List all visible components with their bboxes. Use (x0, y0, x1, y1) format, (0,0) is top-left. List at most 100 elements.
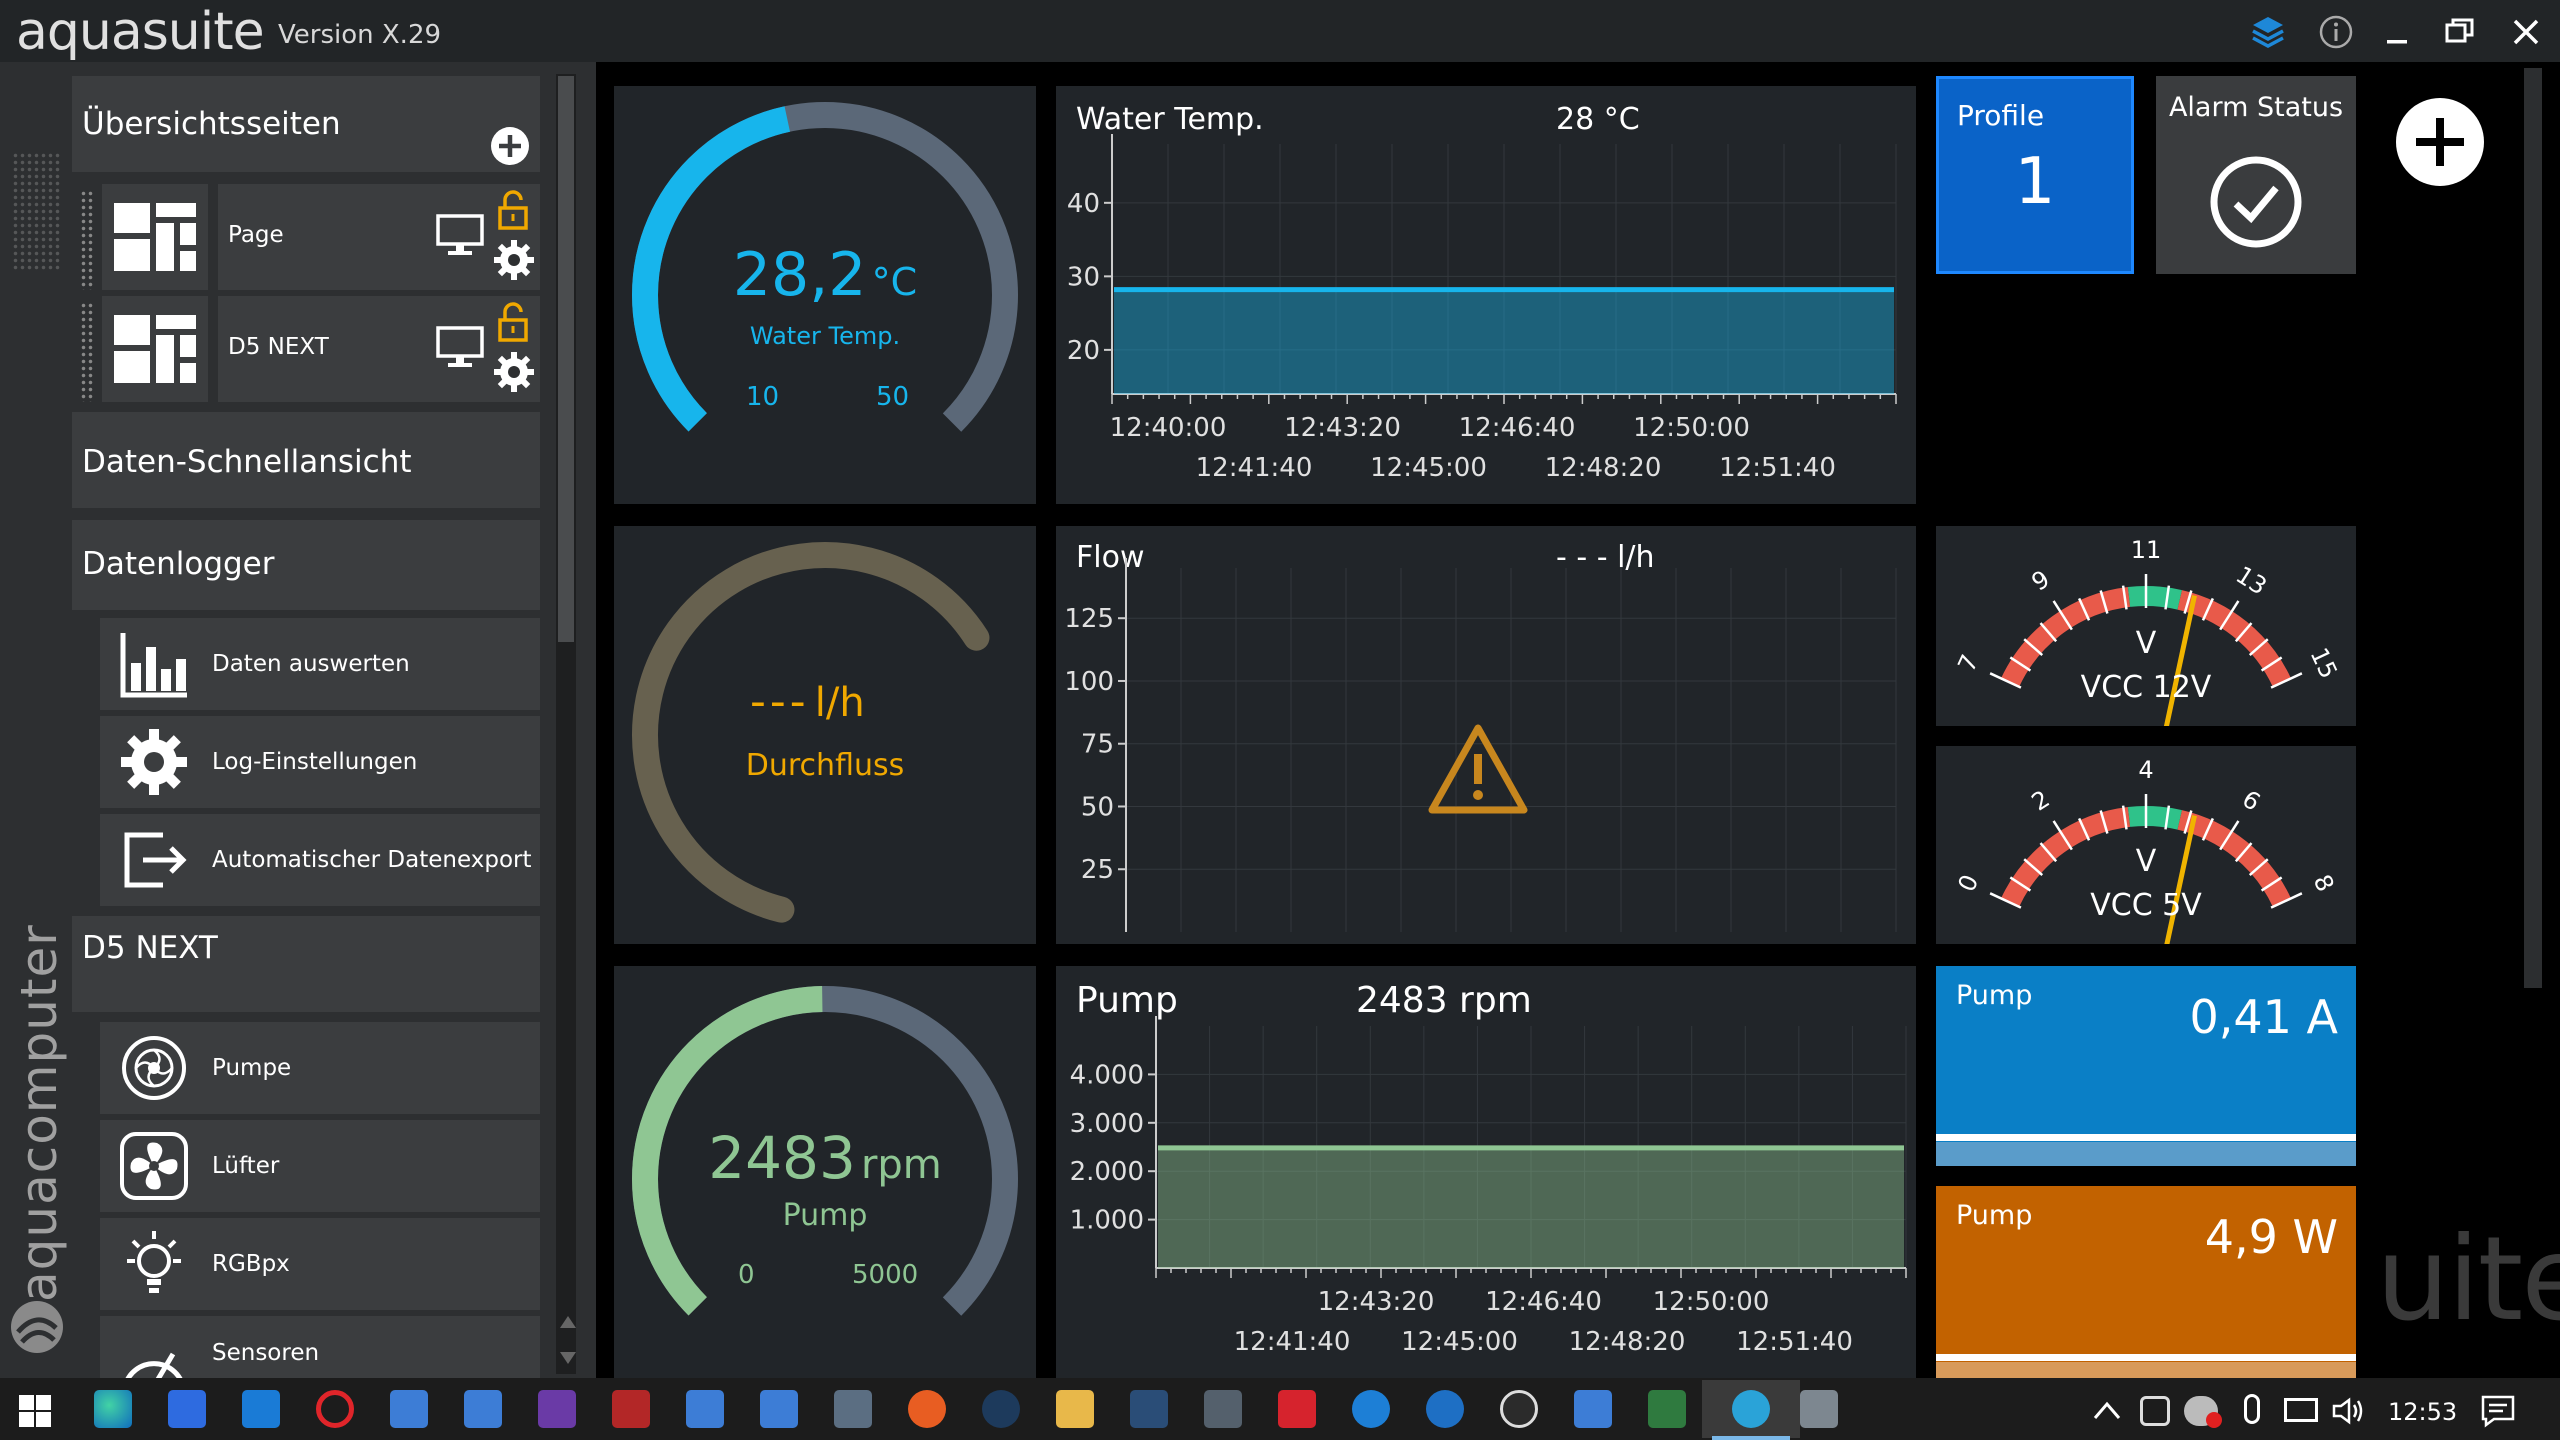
edge-icon[interactable] (94, 1390, 132, 1428)
vcc12-meter-panel[interactable]: 7 9 11 13 15 V VCC 12V (1936, 526, 2356, 726)
tile-bar (1936, 1354, 2356, 1361)
info-icon[interactable] (2316, 12, 2356, 52)
network-icon[interactable] (2284, 1398, 2318, 1422)
page-layout-icon[interactable] (102, 296, 208, 402)
add-widget-button[interactable] (2394, 96, 2486, 188)
sidebar-item-log-settings[interactable]: Log-Einstellungen (200, 716, 540, 808)
y-tick-label: 1.000 (1070, 1206, 1144, 1236)
app-circle-icon[interactable] (1500, 1390, 1538, 1428)
meter-tick (2052, 820, 2073, 851)
drag-handle[interactable] (80, 190, 94, 290)
microphone-icon[interactable] (2244, 1394, 2260, 1424)
layers-icon[interactable] (2248, 12, 2288, 52)
sensor-icon[interactable] (100, 1316, 208, 1378)
minimize-icon[interactable] (2378, 12, 2418, 52)
flow-chart-panel[interactable]: Flow - - - l/h 125 100 75 50 25 (1056, 526, 1916, 944)
monitor-icon[interactable] (436, 324, 484, 370)
sidebar-item-auto-export[interactable]: Automatischer Datenexport (200, 814, 540, 906)
gear-icon[interactable] (100, 716, 208, 808)
bar-chart-icon[interactable] (100, 618, 208, 710)
volume-icon[interactable] (2330, 1396, 2366, 1426)
alarm-status-tile[interactable]: Alarm Status (2156, 76, 2356, 274)
y-tick-label: 100 (1064, 667, 1114, 697)
store-icon[interactable] (168, 1390, 206, 1428)
gear-icon[interactable] (492, 238, 536, 282)
opera-icon[interactable] (316, 1390, 354, 1428)
app-swirl-icon[interactable] (1426, 1390, 1464, 1428)
sidebar-scrollbar-thumb[interactable] (558, 76, 574, 642)
main-scrollbar[interactable] (2524, 68, 2542, 988)
y-tick-label: 25 (1081, 855, 1114, 885)
meter-zone-ok (2127, 586, 2182, 610)
page-item-page[interactable]: Page (218, 184, 540, 290)
sidebar-item-sensors[interactable]: Sensoren (200, 1316, 540, 1378)
clock[interactable]: 12:53 (2388, 1398, 2458, 1426)
app-window-icon[interactable] (390, 1390, 428, 1428)
gear-icon[interactable] (492, 350, 536, 394)
app-blue-icon[interactable] (1352, 1390, 1390, 1428)
tray-app-icon[interactable] (2140, 1396, 2170, 1426)
restore-icon[interactable] (2440, 12, 2480, 52)
sidebar-item-evaluate-data[interactable]: Daten auswerten (200, 618, 540, 710)
pump-current-tile[interactable]: Pump 0,41 A (1936, 966, 2356, 1166)
app-gray-icon[interactable] (1800, 1390, 1838, 1428)
app-window-icon[interactable] (1574, 1390, 1612, 1428)
meter-tick (2183, 810, 2193, 834)
monitor-icon[interactable] (436, 212, 484, 258)
export-icon[interactable] (100, 814, 208, 906)
pump-gauge-panel[interactable]: 2483 rpm Pump 0 5000 (614, 966, 1036, 1378)
water-temp-gauge-panel[interactable]: 28,2 °C Water Temp. 10 50 (614, 86, 1036, 504)
origin-icon[interactable] (908, 1390, 946, 1428)
windows-start-icon[interactable] (18, 1394, 52, 1428)
folder-icon[interactable] (1056, 1390, 1094, 1428)
gauge-value: 28,2 (732, 240, 867, 310)
chevron-up-icon[interactable] (2092, 1398, 2122, 1424)
sidebar-item-fans[interactable]: Lüfter (200, 1120, 540, 1212)
y-tick-label: 20 (1067, 336, 1100, 366)
pump-icon[interactable] (100, 1022, 208, 1114)
bulb-icon[interactable] (100, 1218, 208, 1310)
app-grid-icon[interactable] (1130, 1390, 1168, 1428)
app-tool-icon[interactable] (1204, 1390, 1242, 1428)
close-icon[interactable] (2506, 12, 2546, 52)
aquasuite-icon[interactable] (1732, 1390, 1770, 1428)
drag-handle[interactable] (80, 302, 94, 402)
app-window-icon[interactable] (464, 1390, 502, 1428)
unlock-icon[interactable] (496, 302, 530, 342)
app-cpu-icon[interactable] (538, 1390, 576, 1428)
app-window-icon[interactable] (760, 1390, 798, 1428)
pump-power-tile[interactable]: Pump 4,9 W (1936, 1186, 2356, 1378)
series-area (1114, 289, 1894, 394)
x-tick-label: 12:43:20 (1318, 1287, 1435, 1317)
section-device-d5next[interactable]: D5 NEXT (72, 916, 540, 1012)
profile-tile[interactable]: Profile 1 (1936, 76, 2134, 274)
x-tick-label: 12:48:20 (1545, 453, 1662, 483)
page-layout-icon[interactable] (102, 184, 208, 290)
fan-icon[interactable] (100, 1120, 208, 1212)
app-board-icon[interactable] (1648, 1390, 1686, 1428)
section-overview-title: Übersichtsseiten (82, 106, 341, 142)
section-quickview[interactable]: Daten-Schnellansicht (72, 412, 540, 508)
flow-gauge-panel[interactable]: --- l/h Durchfluss (614, 526, 1036, 944)
rog-app-icon[interactable] (612, 1390, 650, 1428)
app-red-icon[interactable] (1278, 1390, 1316, 1428)
page-item-d5next[interactable]: D5 NEXT (218, 296, 540, 402)
pump-chart-panel[interactable]: Pump 2483 rpm 4.000 3.000 2.000 1.000 12:43:… (1056, 966, 1916, 1378)
sidebar-item-pump[interactable]: Pumpe (200, 1022, 540, 1114)
tile-bar-bg (1936, 1362, 2356, 1378)
add-page-button[interactable] (488, 124, 532, 172)
scroll-arrows-icon[interactable] (558, 1312, 578, 1368)
notifications-icon[interactable] (2480, 1394, 2516, 1428)
app-window-icon[interactable] (686, 1390, 724, 1428)
unlock-icon[interactable] (496, 190, 530, 230)
sidebar-item-rgbpx[interactable]: RGBpx (200, 1218, 540, 1310)
steam-icon[interactable] (982, 1390, 1020, 1428)
water-temp-chart-panel[interactable]: Water Temp. 28 °C 40 30 20 12:40:00 12:43:20… (1056, 86, 1916, 504)
section-datalogger[interactable]: Datenlogger (72, 520, 540, 610)
calculator-icon[interactable] (834, 1390, 872, 1428)
section-overview-pages[interactable]: Übersichtsseiten (72, 76, 540, 172)
y-tick-label: 125 (1064, 604, 1114, 634)
mail-icon[interactable] (242, 1390, 280, 1428)
